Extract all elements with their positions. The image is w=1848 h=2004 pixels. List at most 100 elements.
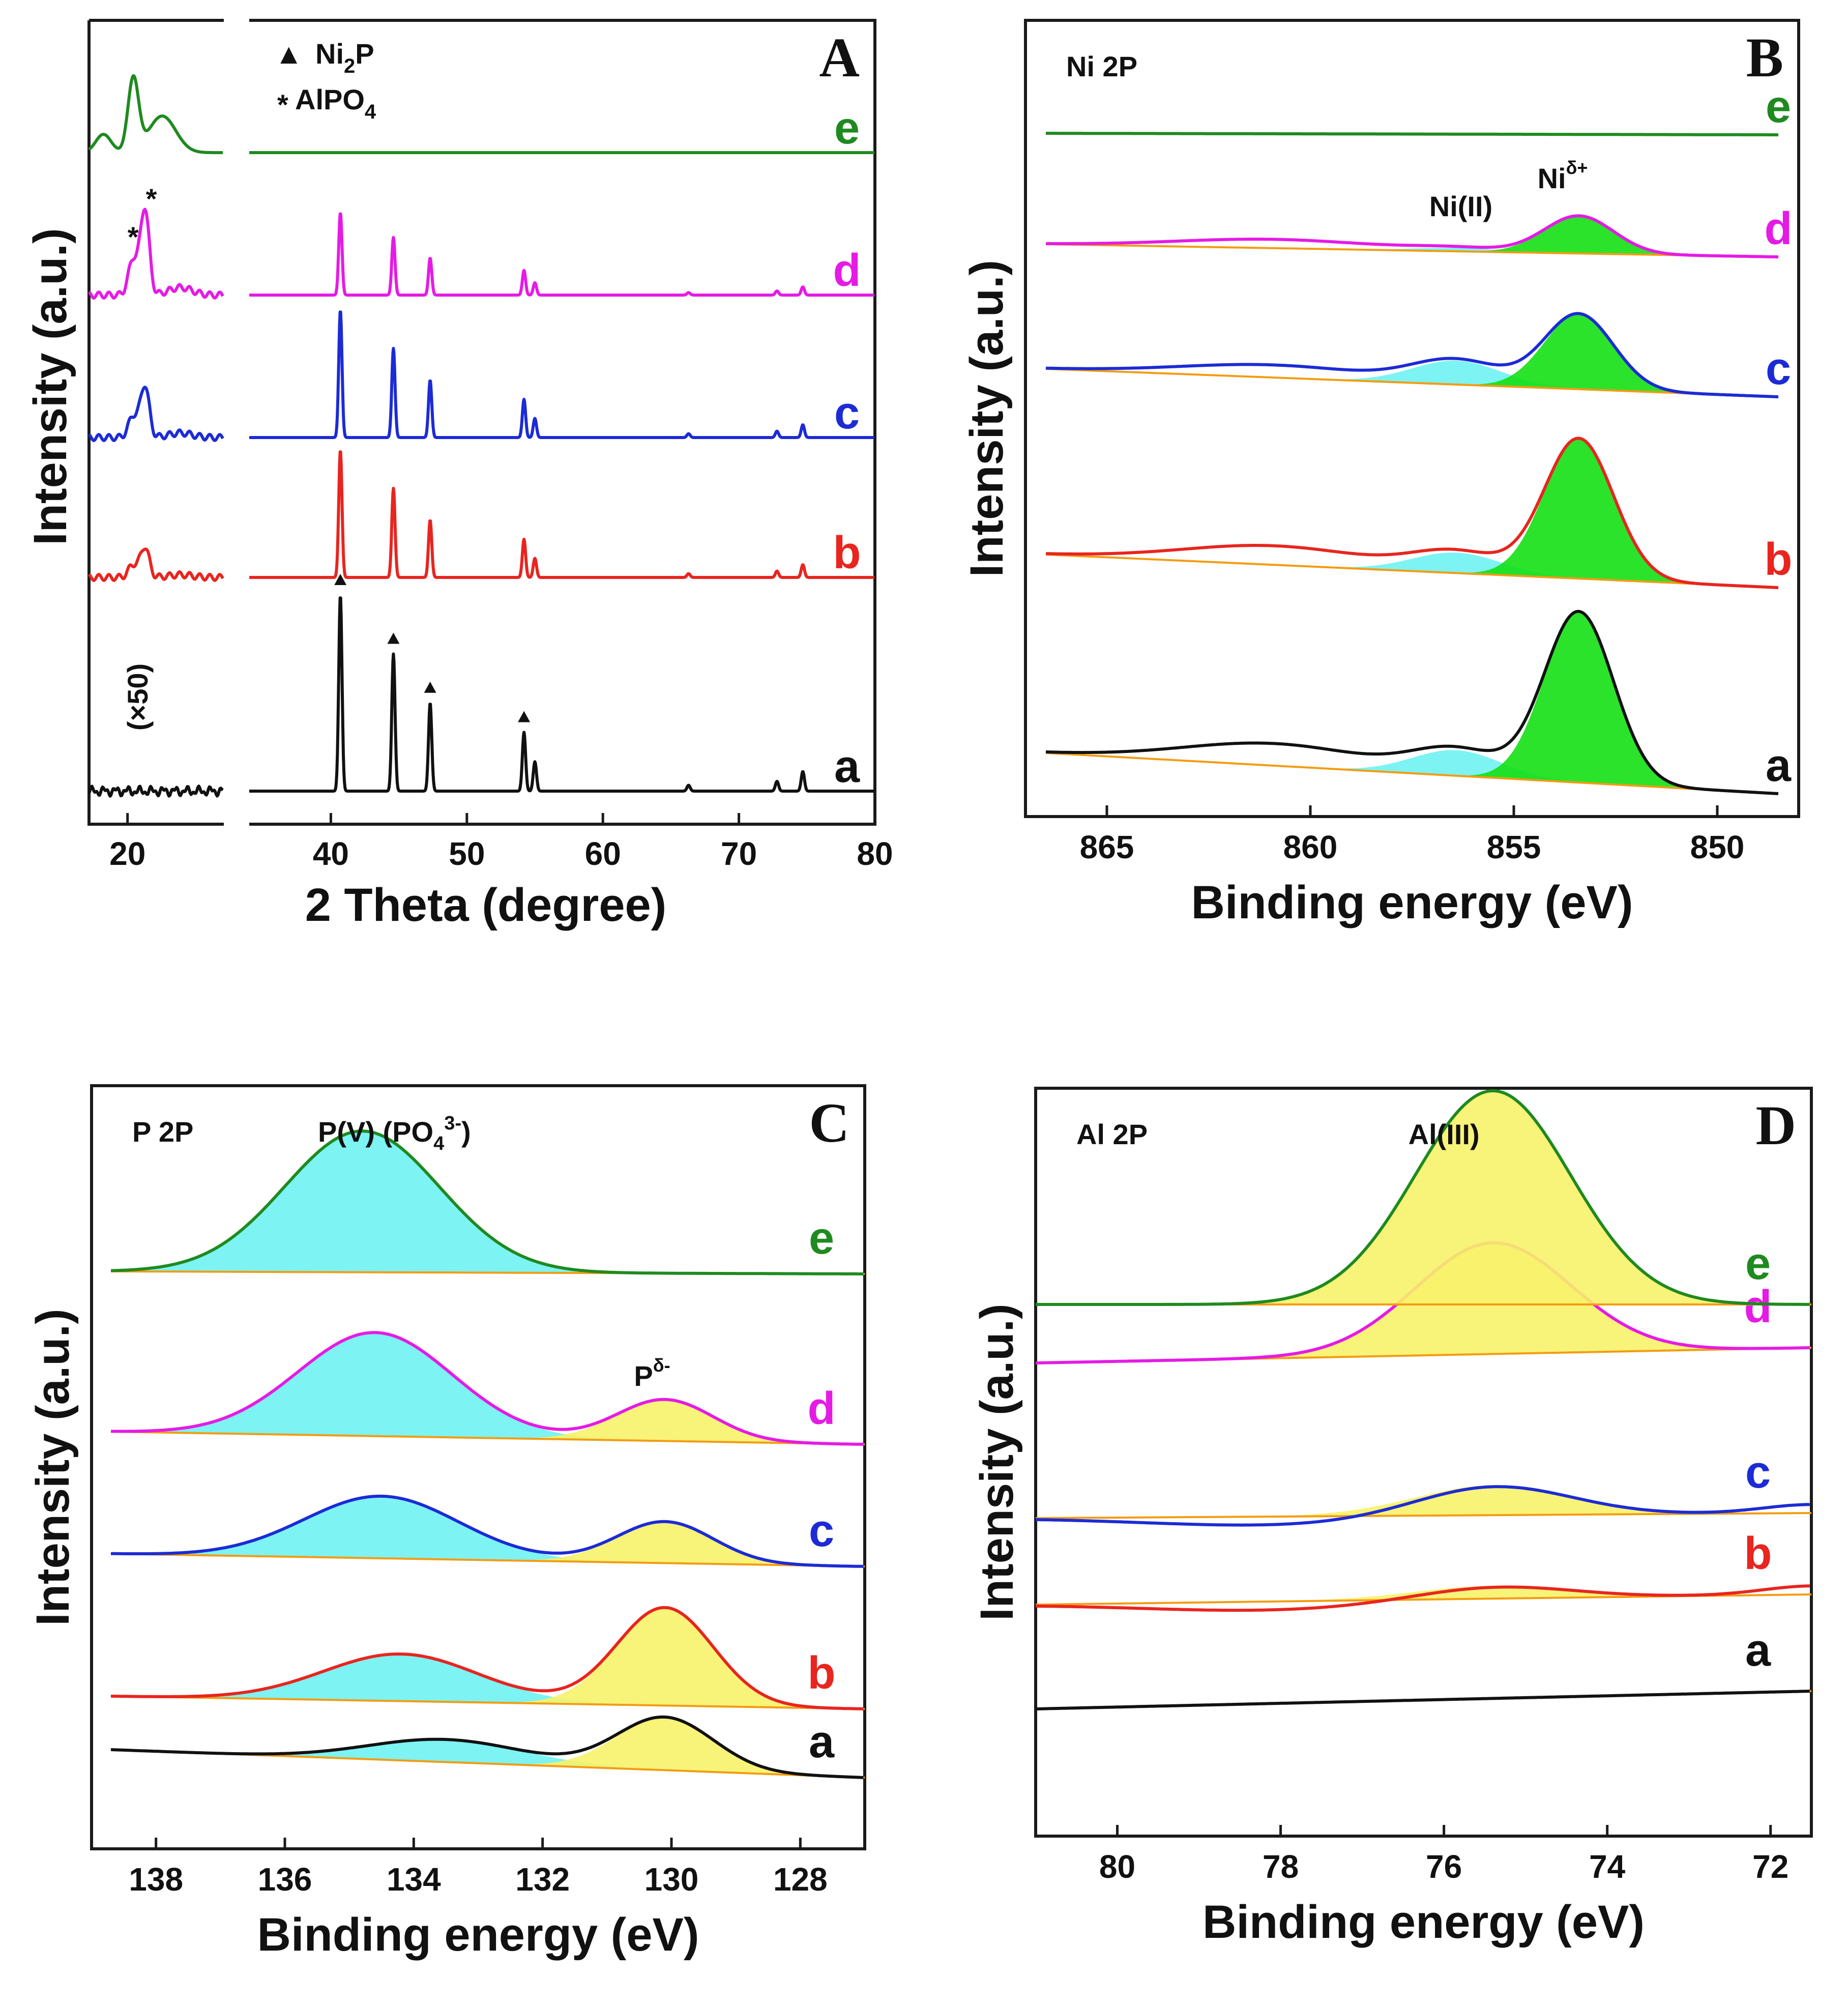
panel-title: Al 2P — [1076, 1118, 1148, 1150]
x-tick-label: 78 — [1263, 1848, 1299, 1885]
panel-letter: C — [809, 1092, 849, 1154]
background-line-d — [110, 1431, 865, 1445]
al-iii-component-e — [1211, 1091, 1775, 1304]
xrd-inset-trace-a — [87, 785, 224, 798]
x-tick-label: 134 — [387, 1861, 441, 1898]
xrd-inset-trace-c — [88, 386, 224, 442]
envelope-trace-b — [1045, 437, 1779, 589]
series-label-a: a — [1745, 1625, 1771, 1676]
y-axis-title: Intensity (a.u.) — [961, 260, 1013, 577]
envelope-trace-e — [1036, 1089, 1810, 1306]
ni-ii-label: Ni(II) — [1429, 190, 1492, 222]
alpo4-marker: * — [146, 183, 157, 215]
pv-component-b — [153, 1654, 649, 1705]
x-tick-label: 128 — [773, 1861, 828, 1898]
background-line-c — [1045, 368, 1779, 398]
ni-delta-component-c — [1463, 314, 1695, 394]
series-label-b: b — [833, 528, 861, 578]
background-line-c — [110, 1553, 865, 1567]
x-tick-label: 40 — [313, 835, 349, 872]
x-axis-title: Binding energy (eV) — [1191, 877, 1633, 928]
x-axis-title: Binding energy (eV) — [257, 1909, 699, 1961]
x-tick-label: 136 — [258, 1861, 312, 1898]
pdelta-component-c — [513, 1522, 816, 1566]
background-line-c — [1035, 1512, 1812, 1519]
axis-frame-left — [87, 19, 224, 826]
panel-letter: A — [819, 26, 860, 89]
panel-c-p2p-xps-chart: 138 136 134 132 130 128 Binding energy (eV) Int… — [27, 1084, 866, 1961]
x-axis-title: 2 Theta (degree) — [305, 879, 667, 931]
x-tick-label: 20 — [109, 835, 145, 872]
legend-alpo4-symbol: * — [277, 89, 288, 121]
background-line-a — [1045, 752, 1779, 795]
pdelta-component-b — [501, 1608, 830, 1708]
al-iii-component-b — [1276, 1585, 1710, 1602]
alpo4-marker: * — [128, 221, 139, 253]
background-line-d — [1045, 243, 1779, 258]
envelope-trace-c — [110, 1494, 864, 1568]
xrd-inset-trace-d — [88, 208, 224, 300]
ni-delta-label: Niδ+ — [1538, 157, 1588, 194]
legend-ni2p-label: Ni2P — [315, 38, 374, 77]
series-label-c: c — [1766, 343, 1791, 394]
envelope-trace-c — [1045, 312, 1779, 398]
series-label-e: e — [1745, 1238, 1771, 1289]
pdelta-label: Pδ- — [634, 1355, 670, 1392]
panel-letter: D — [1756, 1094, 1796, 1156]
series-label-d: d — [808, 1383, 836, 1434]
series-label-d: d — [833, 245, 861, 296]
scale-annotation: (×50) — [122, 663, 154, 731]
envelope-trace-e — [110, 1129, 864, 1275]
x-tick-label: 60 — [585, 835, 621, 872]
series-label-b: b — [1765, 534, 1793, 585]
series-label-a: a — [834, 741, 860, 792]
axis-frame-right — [249, 19, 876, 826]
series-label-e: e — [834, 103, 860, 154]
x-tick-label: 72 — [1752, 1848, 1788, 1885]
y-axis-title: Intensity (a.u.) — [27, 1309, 79, 1626]
pdelta-component-d — [513, 1400, 816, 1444]
x-tick-label: 138 — [129, 1861, 183, 1898]
xrd-trace-a — [248, 596, 875, 793]
series-label-a: a — [1766, 740, 1792, 791]
series-label-b: b — [808, 1648, 836, 1699]
axis-frame — [1034, 1087, 1813, 1838]
background-line-b — [110, 1695, 865, 1710]
y-axis-title: Intensity (a.u.) — [971, 1303, 1023, 1621]
x-tick-label: 850 — [1690, 829, 1745, 865]
pv-component-d — [111, 1332, 642, 1441]
background-line-b — [1045, 554, 1779, 589]
xrd-trace-b — [248, 450, 875, 579]
pv-label: P(V) (PO43-) — [318, 1113, 471, 1154]
ni2p-marker — [334, 574, 347, 585]
envelope-trace-e — [1046, 132, 1778, 136]
panel-letter: B — [1746, 26, 1783, 89]
legend-ni2p-symbol: ▲ — [275, 38, 303, 70]
series-label-e: e — [1766, 81, 1791, 132]
ni-delta-component-b — [1457, 439, 1701, 585]
xrd-trace-c — [248, 310, 875, 439]
series-label-c: c — [809, 1505, 834, 1556]
x-tick-label: 80 — [857, 835, 893, 872]
x-tick-label: 130 — [644, 1861, 699, 1898]
xrd-inset-trace-b — [88, 547, 224, 582]
envelope-trace-b — [1035, 1584, 1810, 1612]
pv-component-c — [127, 1496, 636, 1563]
series-label-d: d — [1765, 204, 1793, 254]
x-tick-label: 855 — [1487, 829, 1541, 865]
xrd-trace-d — [248, 212, 875, 297]
series-label-c: c — [1745, 1447, 1771, 1498]
envelope-trace-c — [1035, 1485, 1810, 1527]
pdelta-component-a — [510, 1717, 820, 1776]
ni2p-marker — [387, 632, 400, 644]
series-label-d: d — [1744, 1282, 1772, 1332]
panel-title: P 2P — [132, 1116, 193, 1148]
x-tick-label: 132 — [515, 1861, 570, 1898]
envelope-trace-d — [111, 1331, 864, 1446]
envelope-trace-b — [110, 1606, 864, 1710]
ni2p-marker — [518, 711, 531, 722]
y-axis-title: Intensity (a.u.) — [24, 228, 76, 545]
al-iii-label: Al(III) — [1409, 1118, 1480, 1150]
envelope-trace-a — [1045, 609, 1779, 795]
ni-delta-component-d — [1471, 216, 1687, 255]
